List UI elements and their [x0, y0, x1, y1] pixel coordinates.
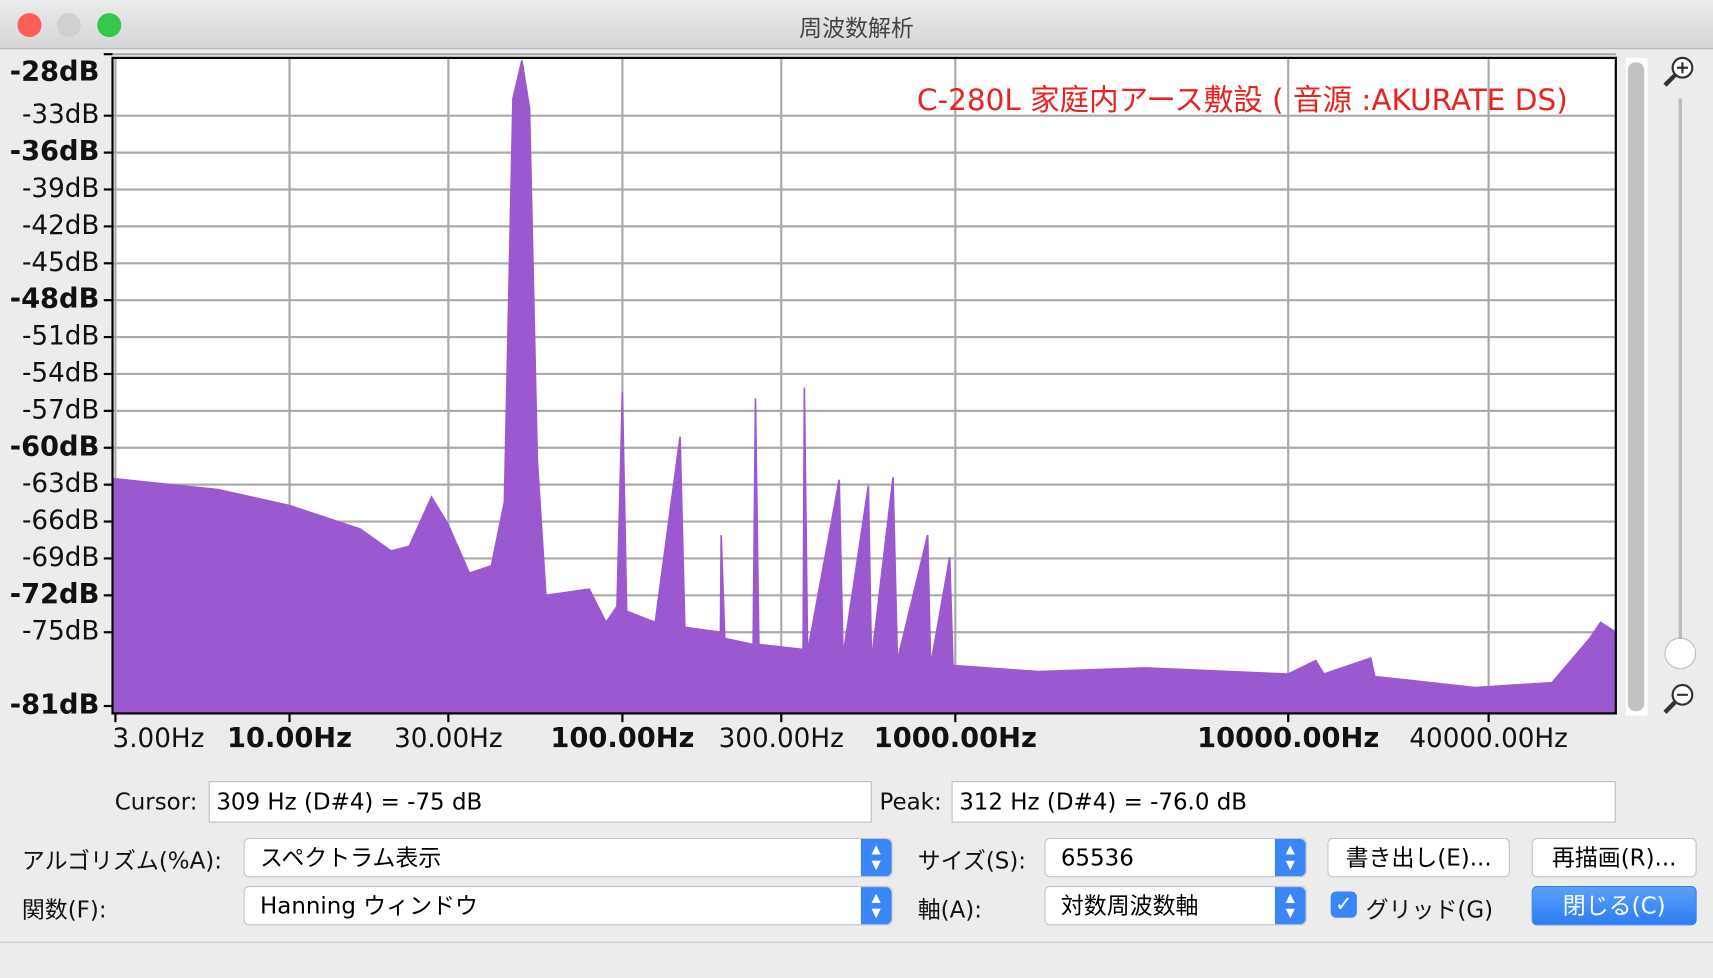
- y-tick-label: -42dB: [22, 211, 99, 241]
- peak-label: Peak:: [879, 788, 942, 816]
- x-tick-label: 10000.00Hz: [1197, 723, 1379, 754]
- y-tick-label: -66dB: [22, 506, 99, 536]
- replot-button[interactable]: 再描画(R)...: [1531, 837, 1697, 878]
- chart: C-280L 家庭内アース敷設 ( 音源 :AKURATE DS) -28dB -…: [10, 53, 1697, 754]
- x-tick-label: 40000.00Hz: [1409, 724, 1568, 754]
- title-bar: 周波数解析: [0, 0, 1713, 50]
- y-tick-label: -54dB: [22, 358, 99, 388]
- zoom-out-icon[interactable]: [1663, 683, 1694, 714]
- y-tick-label: -28dB: [10, 57, 100, 88]
- cursor-label: Cursor:: [114, 788, 198, 816]
- stepper: ▲ ▼: [860, 887, 892, 925]
- axis-label: 軸(A):: [917, 896, 982, 924]
- annotation: C-280L 家庭内アース敷設 ( 音源 :AKURATE DS): [917, 83, 1568, 117]
- algorithm-label: アルゴリズム(%A):: [21, 847, 222, 874]
- stepper: ▲ ▼: [860, 839, 892, 877]
- algorithm-select[interactable]: スペクトラム表示 ▲ ▼: [243, 837, 893, 878]
- zoom-dot[interactable]: [97, 13, 122, 38]
- x-tick-label: 30.00Hz: [394, 724, 503, 754]
- size-value: 65536: [1060, 844, 1134, 871]
- grid-checkbox[interactable]: ✓: [1330, 891, 1357, 918]
- y-tick-label: -75dB: [22, 617, 99, 647]
- y-tick-label: -45dB: [22, 248, 99, 278]
- y-tick-label: -36dB: [10, 136, 100, 167]
- y-tick-label: -60dB: [10, 431, 100, 462]
- export-button[interactable]: 書き出し(E)...: [1327, 837, 1510, 878]
- size-label: サイズ(S):: [917, 847, 1027, 874]
- marks: [111, 60, 1617, 715]
- y-tick-label: -63dB: [22, 469, 99, 499]
- y-tick-label: -51dB: [22, 322, 99, 352]
- peak-field[interactable]: 312 Hz (D#4) = -76.0 dB: [951, 781, 1616, 823]
- x-tick-label: 300.00Hz: [719, 724, 844, 754]
- stepper: ▲ ▼: [1274, 839, 1306, 877]
- function-select[interactable]: Hanning ウィンドウ ▲ ▼: [243, 886, 893, 926]
- x-tick-label: 1000.00Hz: [874, 723, 1037, 754]
- plot-frame: [111, 56, 1617, 715]
- y-tick-label: -57dB: [22, 395, 99, 425]
- axis-select[interactable]: 対数周波数軸 ▲ ▼: [1044, 886, 1307, 926]
- grid-checkbox-label[interactable]: グリッド(G): [1365, 896, 1494, 924]
- y-tick-label: -39dB: [22, 174, 99, 204]
- y-tick-label: -72dB: [10, 579, 100, 610]
- function-label: 関数(F):: [21, 896, 107, 924]
- status-divider: [0, 941, 1713, 943]
- zoom-in-icon[interactable]: [1663, 56, 1694, 87]
- spectrum-area: [111, 60, 1617, 715]
- function-value: Hanning ウィンドウ: [260, 892, 478, 919]
- slider-track[interactable]: [1627, 62, 1645, 712]
- slider-knob[interactable]: [1664, 637, 1697, 670]
- y-tick-label: -69dB: [22, 543, 99, 573]
- x-tick-label: 100.00Hz: [550, 723, 694, 754]
- y-tick-label: -33dB: [22, 100, 99, 130]
- minimize-dot[interactable]: [56, 13, 81, 38]
- close-button[interactable]: 閉じる(C): [1531, 886, 1697, 926]
- close-dot[interactable]: [17, 13, 42, 38]
- y-tick-label: -48dB: [10, 284, 100, 315]
- algorithm-value: スペクトラム表示: [260, 844, 442, 871]
- cursor-field[interactable]: 309 Hz (D#4) = -75 dB: [208, 781, 872, 823]
- y-tick-label: -81dB: [10, 690, 100, 721]
- x-tick-label: 10.00Hz: [227, 723, 352, 754]
- size-select[interactable]: 65536 ▲ ▼: [1044, 837, 1307, 878]
- window-title: 周波数解析: [799, 15, 914, 42]
- stepper: ▲ ▼: [1274, 887, 1306, 925]
- axis-value: 対数周波数軸: [1060, 892, 1199, 919]
- x-tick-label: 3.00Hz: [113, 724, 205, 754]
